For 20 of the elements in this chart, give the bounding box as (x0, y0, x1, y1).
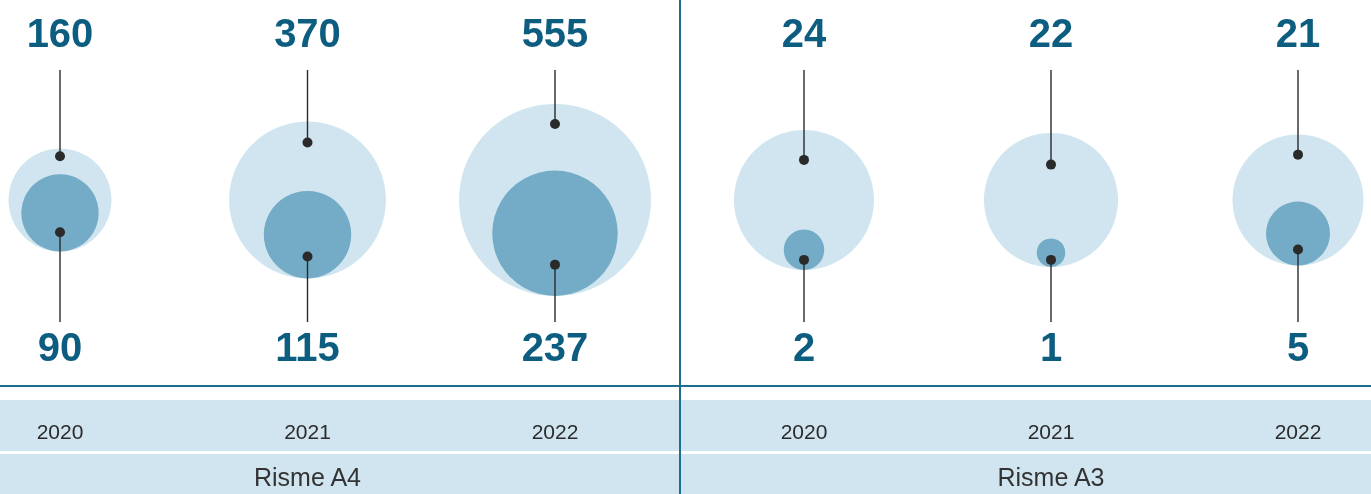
category-label: 2022 (1274, 420, 1322, 443)
data-label: 2 (792, 325, 816, 369)
category-label: 2021 (1027, 420, 1075, 443)
text: Risme A3 (997, 462, 1105, 491)
category-label: 2021 (284, 420, 331, 443)
category-label: 2020 (780, 420, 828, 443)
data-label: 1 (1039, 325, 1063, 369)
data-label: 370 (274, 11, 341, 55)
data-label: 22 (1028, 11, 1074, 55)
data-label: 5 (1286, 325, 1310, 369)
data-label: 237 (521, 325, 589, 369)
category-label: 2022 (531, 420, 579, 443)
data-label: 555 (521, 11, 589, 55)
data-label: 90 (37, 325, 83, 369)
category-label: 2020 (36, 420, 84, 443)
data-label: 21 (1275, 11, 1321, 55)
data-label: 115 (275, 325, 340, 369)
text: Risme A4 (254, 462, 362, 491)
data-label: 160 (26, 11, 94, 55)
data-label: 24 (781, 11, 827, 55)
